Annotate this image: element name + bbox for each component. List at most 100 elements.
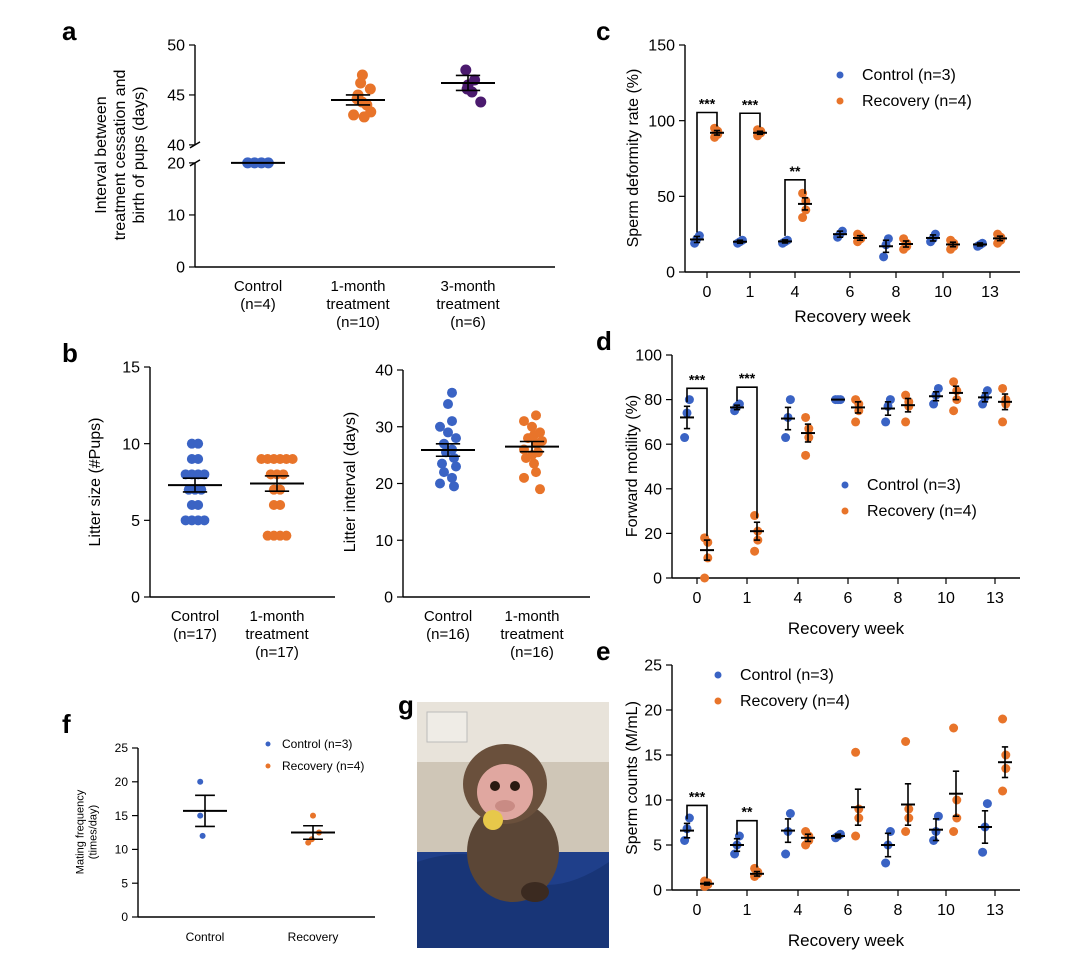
legend-label: Recovery (n=4) xyxy=(867,503,977,520)
x-tick-label: 4 xyxy=(791,284,800,301)
data-point xyxy=(447,387,457,398)
data-point xyxy=(851,747,861,757)
data-point xyxy=(801,412,811,422)
significance-bracket xyxy=(736,819,758,868)
y-tick-label: 0 xyxy=(653,571,662,588)
significance-label: ** xyxy=(790,163,801,179)
significance-label: *** xyxy=(739,370,756,386)
data-point xyxy=(949,827,959,836)
data-point xyxy=(199,832,206,839)
x-tick-label: 0 xyxy=(703,284,712,301)
y-axis-label-line: Mating frequency xyxy=(75,789,87,874)
x-tick-label: (n=17) xyxy=(255,644,299,661)
x-axis-label: Recovery week xyxy=(788,931,905,950)
legend-label: Recovery (n=4) xyxy=(282,759,364,773)
x-tick-label: Control xyxy=(424,608,472,625)
y-tick-label: 50 xyxy=(657,189,675,206)
data-point xyxy=(781,433,791,443)
y-axis-label-line: Sperm counts (M/mL) xyxy=(624,701,641,855)
panel-label: b xyxy=(62,338,78,368)
data-point xyxy=(901,417,911,427)
legend-marker xyxy=(265,741,271,747)
data-point xyxy=(197,812,204,819)
legend-marker xyxy=(714,697,722,705)
y-tick-label: 20 xyxy=(115,775,129,789)
legend-marker xyxy=(841,481,849,489)
significance-bracket xyxy=(736,386,758,519)
significance-label: ** xyxy=(742,804,753,820)
data-point xyxy=(535,484,545,495)
legend-marker xyxy=(841,507,849,515)
y-tick-label: 0 xyxy=(384,590,393,607)
y-axis-label-line: Litter interval (days) xyxy=(342,412,359,553)
data-point xyxy=(798,213,808,223)
data-point xyxy=(193,438,204,449)
x-tick-label: 6 xyxy=(844,902,853,919)
chart-d: 0 20 40 60 80 100 Forward motility (%) d 0 1 4 6 8 10… xyxy=(596,326,1020,638)
y-tick-label: 20 xyxy=(375,476,393,493)
x-tick-label: treatment xyxy=(326,296,390,313)
data-point xyxy=(680,433,690,443)
y-axis-label-line: birth of pups (days) xyxy=(131,87,148,224)
y-tick-label: 10 xyxy=(644,793,662,810)
data-point xyxy=(851,417,861,427)
x-tick-label: (n=10) xyxy=(336,314,380,331)
data-point xyxy=(535,427,545,438)
y-tick-label: 10 xyxy=(115,843,129,857)
y-tick-label: 30 xyxy=(375,419,393,436)
data-point xyxy=(475,96,487,108)
chart-f: 0 5 10 15 20 25 Mating frequency(times/day) f Co… xyxy=(62,709,375,944)
data-point xyxy=(901,737,911,746)
data-point xyxy=(531,467,541,478)
x-tick-label: Recovery xyxy=(288,930,339,944)
x-tick-label: 8 xyxy=(892,284,901,301)
data-point xyxy=(447,416,457,427)
x-tick-label: 8 xyxy=(894,590,903,607)
data-point xyxy=(199,515,210,526)
significance-bracket xyxy=(686,804,708,879)
y-axis-label: Sperm deformity rate (%) xyxy=(625,69,642,248)
data-point xyxy=(998,417,1008,427)
data-point xyxy=(447,472,457,483)
x-tick-label: Control xyxy=(186,930,225,944)
x-tick-label: 1 xyxy=(746,284,755,301)
data-point xyxy=(435,478,445,489)
significance-label: *** xyxy=(689,371,706,387)
data-point xyxy=(933,383,943,393)
panel-label: e xyxy=(596,636,610,666)
data-point xyxy=(785,395,795,405)
x-tick-label: (n=17) xyxy=(173,626,217,643)
data-point xyxy=(364,83,376,95)
data-point xyxy=(881,858,891,868)
x-tick-label: 4 xyxy=(794,590,803,607)
data-point xyxy=(978,847,988,857)
data-point xyxy=(449,481,459,492)
data-point xyxy=(949,406,959,416)
data-point xyxy=(879,252,889,262)
significance-label: *** xyxy=(689,788,706,804)
panel-label: f xyxy=(62,709,71,739)
data-point xyxy=(949,377,959,387)
data-point xyxy=(949,723,959,733)
x-tick-label: 4 xyxy=(794,902,803,919)
x-tick-label: 13 xyxy=(981,284,999,301)
y-axis-label: Forward motility (%) xyxy=(624,395,641,537)
y-tick-label: 0 xyxy=(666,265,675,282)
chart-e: 0 5 10 15 20 25 Sperm counts (M/mL) e 0 1 4 6 8 10 13 R… xyxy=(596,636,1020,950)
x-tick-label: 6 xyxy=(846,284,855,301)
significance-bracket xyxy=(686,387,708,537)
data-point xyxy=(998,383,1008,393)
y-tick-label: 45 xyxy=(167,88,185,105)
x-tick-label: 13 xyxy=(986,902,1004,919)
legend-label: Control (n=3) xyxy=(740,667,834,684)
data-point xyxy=(998,786,1008,796)
data-point xyxy=(437,458,447,469)
x-tick-label: 8 xyxy=(894,902,903,919)
data-point xyxy=(443,427,453,438)
data-point xyxy=(199,469,210,480)
data-point xyxy=(348,109,360,121)
chart-c: 0 50 100 150 Sperm deformity rate (%) c 0 1 4 6 8 1… xyxy=(596,16,1020,326)
panel-label: a xyxy=(62,16,77,46)
